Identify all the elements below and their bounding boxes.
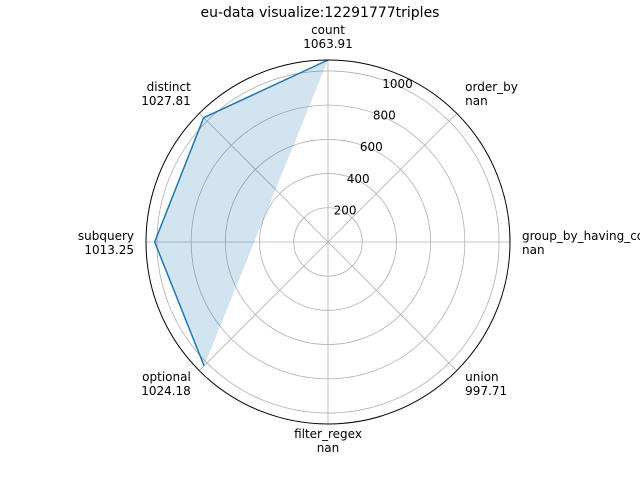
axis-label-filter_regex: filter_regex — [294, 427, 362, 441]
axis-label-order_by: order_by — [465, 80, 518, 94]
axis-value-filter_regex: nan — [317, 441, 340, 455]
series-path-0 — [153, 59, 329, 367]
radial-tick-600: 600 — [360, 140, 383, 154]
axis-label-count: count — [311, 23, 345, 37]
series-area-0 — [154, 60, 328, 366]
axis-value-count: 1063.91 — [303, 37, 353, 51]
spoke-order_by — [327, 113, 457, 243]
radial-tick-800: 800 — [373, 109, 396, 123]
axis-value-union: 997.71 — [465, 384, 507, 398]
axis-value-group_by_having_count_distinct: nan — [522, 243, 545, 257]
series-line — [153, 59, 329, 367]
axis-label-group_by_having_count_distinct: group_by_having_count_distinct — [522, 229, 640, 243]
axis-label-optional: optional — [142, 370, 191, 384]
axis-value-subquery: 1013.25 — [84, 243, 134, 257]
axis-value-distinct: 1027.81 — [141, 94, 191, 108]
axis-label-union: union — [465, 370, 499, 384]
axis-label-subquery: subquery — [78, 229, 134, 243]
outer-frame — [145, 59, 511, 425]
spoke-union — [327, 241, 457, 371]
axis-labels: count1063.91order_bynangroup_by_having_c… — [78, 23, 640, 455]
radial-tick-400: 400 — [347, 172, 370, 186]
radial-tick-200: 200 — [334, 203, 357, 217]
polar-grid — [146, 60, 510, 424]
axis-value-optional: 1024.18 — [141, 384, 191, 398]
axis-label-distinct: distinct — [147, 80, 191, 94]
chart-title: eu-data visualize:12291777triples — [201, 5, 440, 21]
axis-value-order_by: nan — [465, 94, 488, 108]
radial-tick-labels: 200 400 600 800 1000 — [334, 77, 413, 217]
series-fill — [154, 60, 328, 366]
spoke-optional — [199, 241, 329, 371]
radial-tick-1000: 1000 — [382, 77, 413, 91]
polar-frame — [145, 59, 511, 425]
spoke-distinct — [199, 113, 329, 243]
